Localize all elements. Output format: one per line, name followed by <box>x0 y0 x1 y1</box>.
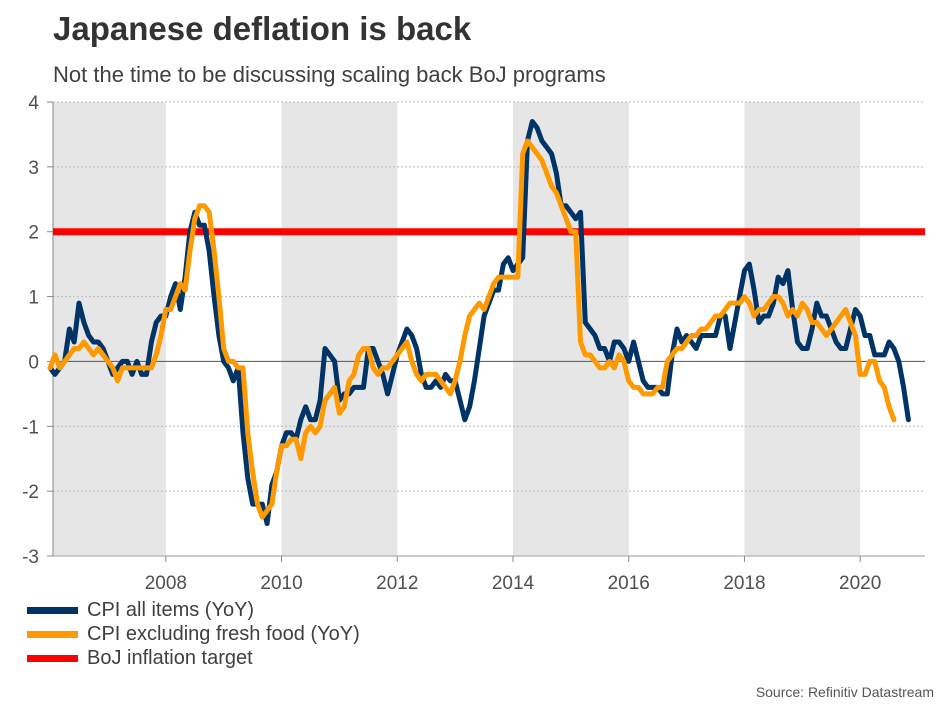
cpi-excl-fresh-food-line <box>47 138 897 520</box>
chart-subtitle: Not the time to be discussing scaling ba… <box>53 62 606 87</box>
legend-label: CPI excluding fresh food (YoY) <box>87 622 360 645</box>
legend-label: CPI all items (YoY) <box>87 598 255 621</box>
y-tick-label: 4 <box>28 93 39 114</box>
x-tick-label: 2014 <box>492 573 535 594</box>
legend-swatch-boj-target <box>27 654 78 662</box>
y-tick-label: 0 <box>28 352 39 373</box>
x-tick-label: 2016 <box>608 573 650 594</box>
y-tick-label: -3 <box>22 547 39 568</box>
legend-item-cpi-all[interactable]: CPI all items (YoY) <box>27 598 360 622</box>
y-tick-label: 2 <box>28 223 39 244</box>
chart-title: Japanese deflation is back <box>53 10 472 47</box>
legend-item-boj-target[interactable]: BoJ inflation target <box>27 646 360 670</box>
shaded-band <box>744 102 861 556</box>
shaded-band <box>281 102 398 556</box>
legend-label: BoJ inflation target <box>87 646 253 669</box>
series-lines <box>47 119 925 527</box>
shaded-band <box>513 102 629 556</box>
shaded-periods <box>53 102 861 556</box>
y-tick-label: -1 <box>22 417 39 438</box>
x-axis-ticks: 2008 2010 2012 2014 2016 2018 2020 <box>145 556 881 594</box>
legend: CPI all items (YoY) CPI excluding fresh … <box>27 598 360 670</box>
source-note: Source: Refinitiv Datastream <box>755 684 934 700</box>
axes <box>52 102 925 557</box>
y-axis-ticks: 4 3 2 1 0 -1 -2 -3 <box>22 93 53 568</box>
legend-swatch-cpi-core <box>27 630 78 638</box>
y-tick-label: -2 <box>22 482 39 503</box>
y-tick-label: 3 <box>28 158 39 179</box>
y-tick-label: 1 <box>28 288 39 309</box>
x-tick-label: 2012 <box>376 573 418 594</box>
legend-swatch-cpi-all <box>27 606 78 614</box>
x-tick-label: 2018 <box>723 573 765 594</box>
x-tick-label: 2010 <box>260 573 302 594</box>
x-tick-label: 2020 <box>839 573 881 594</box>
legend-item-cpi-core[interactable]: CPI excluding fresh food (YoY) <box>27 622 360 646</box>
x-tick-label: 2008 <box>145 573 187 594</box>
